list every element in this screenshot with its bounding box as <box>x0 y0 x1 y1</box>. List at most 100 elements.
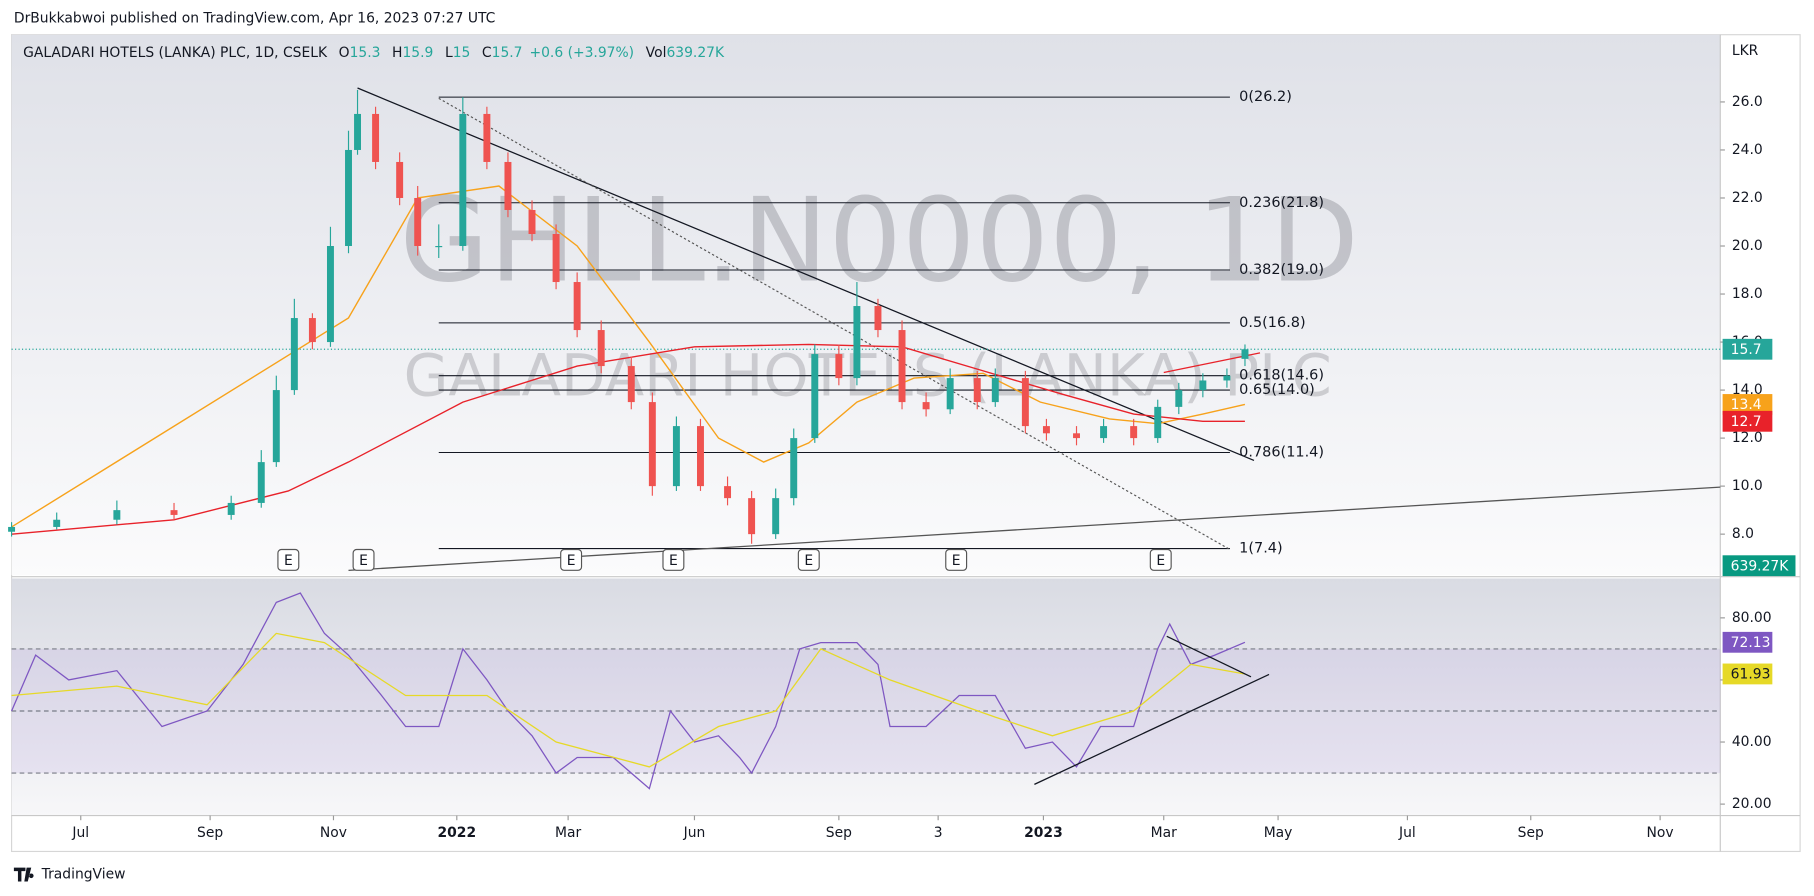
candle-body <box>483 113 491 162</box>
rsi-line <box>11 632 1246 768</box>
candle <box>354 89 362 155</box>
candle <box>53 512 61 530</box>
candle <box>1130 418 1138 446</box>
candle-body <box>1100 426 1108 439</box>
candle <box>772 488 780 539</box>
candle-body <box>8 526 16 532</box>
candle <box>991 368 999 407</box>
x-tick-label: Nov <box>320 825 347 841</box>
y-tick-label: 18.0 <box>1732 286 1763 302</box>
fib-label: 0.382(19.0) <box>1239 262 1324 278</box>
legend-key: L <box>445 45 453 61</box>
earnings-marker <box>560 548 583 571</box>
earnings-label: E <box>804 553 813 569</box>
candle <box>483 106 491 170</box>
ma-slow-box-label: 12.7 <box>1731 414 1762 430</box>
x-tick-label: Mar <box>555 825 581 841</box>
candle-body <box>354 113 362 150</box>
earnings-label: E <box>952 553 961 569</box>
candle-body <box>326 246 334 343</box>
candle <box>435 224 443 259</box>
x-tick-label: 2022 <box>437 825 476 841</box>
candle-body <box>459 113 467 247</box>
x-tick-label: Jun <box>683 825 706 841</box>
legend: GALADARI HOTELS (LANKA) PLC, 1D, CSELK O1… <box>23 45 725 61</box>
candle-body <box>853 306 861 379</box>
x-tick-label: Mar <box>1151 825 1177 841</box>
candle <box>724 476 732 506</box>
fib-label: 0.618(14.6) <box>1239 368 1324 384</box>
trend-line <box>438 97 1231 551</box>
moving-average <box>11 185 1246 528</box>
earnings-label: E <box>284 553 293 569</box>
candle <box>459 97 467 251</box>
candle <box>113 500 121 525</box>
earnings-marker <box>1149 548 1172 571</box>
legend-vol: 639.27K <box>666 45 725 61</box>
candle <box>326 226 334 347</box>
legend-symbol: GALADARI HOTELS (LANKA) PLC, 1D, CSELK <box>23 45 328 61</box>
candle-body <box>922 402 930 410</box>
candle <box>308 313 316 350</box>
candle-body <box>790 438 798 499</box>
candle-body <box>290 318 298 391</box>
y-tick-label: 12.0 <box>1732 430 1763 446</box>
candle-body <box>372 113 380 162</box>
candle-body <box>170 510 178 515</box>
earnings-label: E <box>669 553 678 569</box>
earnings-label: E <box>567 553 576 569</box>
candle <box>790 428 798 506</box>
rsi-tick-label: 40.00 <box>1732 734 1772 750</box>
candle <box>811 344 819 443</box>
rsi-tick-label: 80.00 <box>1732 610 1772 626</box>
earnings-marker <box>277 548 300 571</box>
candle-body <box>1021 378 1029 427</box>
candle-body <box>435 246 443 248</box>
candle <box>835 344 843 386</box>
candle-body <box>748 498 756 535</box>
candle-body <box>528 209 536 235</box>
y-tick-label: 24.0 <box>1732 142 1763 158</box>
candle <box>1241 344 1249 367</box>
fib-label: 0.786(11.4) <box>1239 445 1324 461</box>
candle <box>372 106 380 170</box>
candle <box>898 320 906 410</box>
x-tick-label: 3 <box>934 825 943 841</box>
footer-logo: TradingView <box>13 867 126 883</box>
x-tick-label: Sep <box>826 825 852 841</box>
candle-body <box>414 197 422 247</box>
candle <box>874 298 882 338</box>
legend-key: H <box>392 45 402 61</box>
candle-body <box>835 354 843 379</box>
candle <box>504 152 512 218</box>
last-price-box <box>1722 338 1773 360</box>
candle-body <box>504 161 512 210</box>
footer-text: TradingView <box>41 867 126 883</box>
candle-body <box>113 510 121 520</box>
earnings-label: E <box>359 553 368 569</box>
currency: LKR <box>1732 43 1759 59</box>
candle-body <box>898 330 906 403</box>
x-tick-label: Jul <box>1398 825 1416 841</box>
candle-body <box>573 282 581 331</box>
ma-fast-box <box>1722 394 1773 415</box>
x-tick-label: Sep <box>1518 825 1544 841</box>
legend-change: +0.6 (+3.97%) <box>529 45 634 61</box>
candle <box>1199 373 1207 398</box>
candle-body <box>1241 349 1249 359</box>
legend-value: 15.7 <box>492 45 523 61</box>
candle-body <box>53 519 61 527</box>
y-tick-label: 8.0 <box>1732 526 1754 542</box>
volume-box <box>1722 555 1796 577</box>
candle <box>257 450 265 508</box>
candle-body <box>308 318 316 343</box>
candle <box>272 375 280 467</box>
trend-line <box>357 87 1255 462</box>
candle <box>227 495 235 520</box>
candle-body <box>1073 433 1080 439</box>
candle-body <box>946 378 954 410</box>
candle <box>552 224 560 290</box>
ma-slow-box <box>1722 410 1773 432</box>
candle <box>1154 399 1162 443</box>
